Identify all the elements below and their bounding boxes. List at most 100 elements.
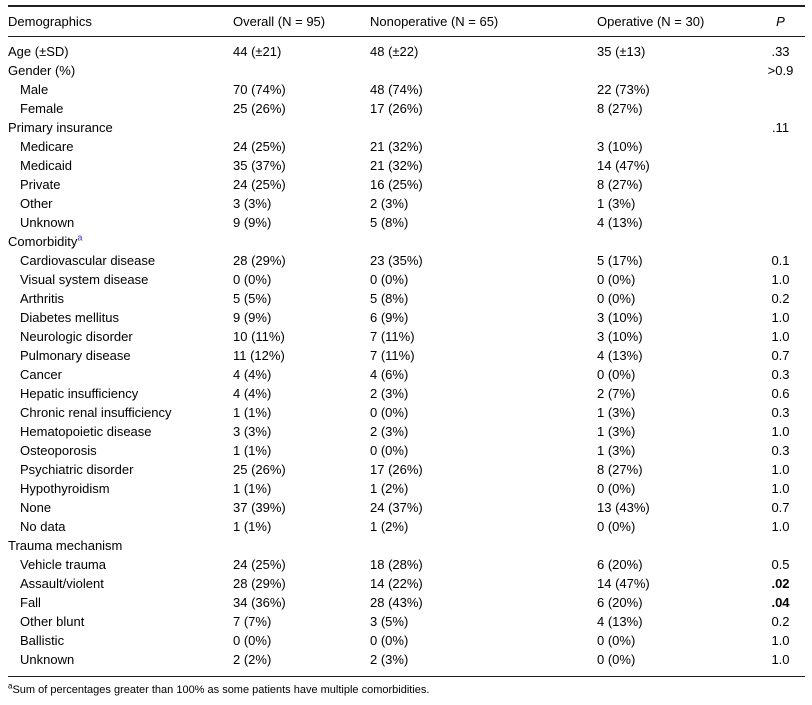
row-label: Medicaid — [20, 157, 73, 173]
operative-value: 3 (10%) — [597, 328, 643, 344]
p-value: 1.0 — [771, 632, 790, 648]
overall-value: 5 (5%) — [233, 290, 272, 306]
operative-value: 0 (0%) — [597, 290, 636, 306]
nonoperative-value: 2 (3%) — [370, 385, 409, 401]
table-row: Hematopoietic disease 3 (3%) 2 (3%) 1 (3%) 1… — [8, 422, 805, 441]
nonoperative-value: 3 (5%) — [370, 613, 409, 629]
p-value: .02 — [771, 575, 790, 591]
operative-value — [597, 61, 756, 80]
nonoperative-value: 0 (0%) — [370, 442, 409, 458]
operative-value — [597, 232, 756, 251]
nonoperative-value: 21 (32%) — [370, 138, 423, 154]
p-value — [756, 80, 805, 99]
operative-value: 2 (7%) — [597, 385, 636, 401]
nonoperative-value — [370, 232, 597, 251]
nonoperative-value: 7 (11%) — [370, 328, 415, 344]
operative-value: 0 (0%) — [597, 271, 636, 287]
overall-value: 2 (2%) — [233, 651, 272, 667]
overall-value: 10 (11%) — [233, 328, 285, 344]
overall-value: 28 (29%) — [233, 575, 286, 591]
operative-value: 0 (0%) — [597, 366, 636, 382]
overall-value: 4 (4%) — [233, 385, 272, 401]
table-row: Age (±SD) 44 (±21) 48 (±22) 35 (±13) .33 — [8, 36, 805, 61]
row-label: Unknown — [20, 214, 75, 230]
nonoperative-value: 0 (0%) — [370, 271, 409, 287]
p-value: >0.9 — [767, 62, 794, 78]
operative-value: 14 (47%) — [597, 157, 650, 173]
nonoperative-value: 1 (2%) — [370, 518, 409, 534]
p-value — [756, 213, 805, 232]
row-label: Medicare — [20, 138, 74, 154]
p-value: 1.0 — [771, 651, 790, 667]
overall-value: 0 (0%) — [233, 271, 272, 287]
overall-value: 9 (9%) — [233, 309, 272, 325]
row-label: Private — [20, 176, 61, 192]
table-row: None 37 (39%) 24 (37%) 13 (43%) 0.7 — [8, 498, 805, 517]
nonoperative-value: 4 (6%) — [370, 366, 409, 382]
footnote-text: Sum of percentages greater than 100% as … — [12, 683, 430, 696]
operative-value: 0 (0%) — [597, 518, 636, 534]
p-value — [756, 536, 805, 555]
header-row: Demographics Overall (N = 95) Nonoperative… — [8, 6, 805, 37]
p-value: 0.2 — [771, 290, 790, 306]
table-row: Neurologic disorder 10 (11%) 7 (11%) 3 (10%… — [8, 327, 805, 346]
nonoperative-value: 16 (25%) — [370, 176, 423, 192]
p-value: 0.7 — [771, 499, 790, 515]
nonoperative-value: 17 (26%) — [370, 461, 423, 477]
operative-value: 1 (3%) — [597, 195, 636, 211]
nonoperative-value: 48 (74%) — [370, 81, 423, 97]
operative-value: 0 (0%) — [597, 480, 636, 496]
nonoperative-value: 2 (3%) — [370, 195, 409, 211]
demographics-table: Demographics Overall (N = 95) Nonoperative… — [8, 5, 805, 677]
overall-value: 7 (7%) — [233, 613, 272, 629]
nonoperative-value: 7 (11%) — [370, 347, 415, 363]
nonoperative-value: 1 (2%) — [370, 480, 409, 496]
operative-value: 4 (13%) — [597, 214, 643, 230]
operative-value: 3 (10%) — [597, 138, 643, 154]
p-value: 1.0 — [771, 480, 790, 496]
overall-value: 1 (1%) — [233, 518, 272, 534]
p-value: 0.7 — [771, 347, 790, 363]
operative-value: 6 (20%) — [597, 556, 643, 572]
overall-value: 1 (1%) — [233, 480, 272, 496]
row-label: Other blunt — [20, 613, 85, 629]
row-label: Gender (%) — [8, 62, 76, 78]
p-value — [756, 194, 805, 213]
nonoperative-value: 28 (43%) — [370, 594, 423, 610]
overall-value — [233, 61, 370, 80]
table-row: Chronic renal insufficiency 1 (1%) 0 (0%) 1… — [8, 403, 805, 422]
row-label: Comorbiditya — [8, 232, 83, 249]
table-row: Trauma mechanism — [8, 536, 805, 555]
operative-value: 8 (27%) — [597, 100, 643, 116]
p-value: 0.3 — [771, 404, 790, 420]
p-value: 1.0 — [771, 328, 790, 344]
table-row: Cardiovascular disease 28 (29%) 23 (35%) 5 … — [8, 251, 805, 270]
p-value: 0.6 — [771, 385, 790, 401]
table-row: Medicaid 35 (37%) 21 (32%) 14 (47%) — [8, 156, 805, 175]
row-label: Trauma mechanism — [8, 537, 123, 553]
row-label: Male — [20, 81, 49, 97]
p-value — [756, 156, 805, 175]
overall-value: 24 (25%) — [233, 176, 286, 192]
table-row: Visual system disease 0 (0%) 0 (0%) 0 (0%) 1… — [8, 270, 805, 289]
nonoperative-value: 5 (8%) — [370, 214, 409, 230]
operative-value: 4 (13%) — [597, 347, 643, 363]
operative-value: 22 (73%) — [597, 81, 650, 97]
row-label: Visual system disease — [20, 271, 149, 287]
operative-value: 1 (3%) — [597, 442, 636, 458]
operative-value: 8 (27%) — [597, 461, 643, 477]
nonoperative-value: 6 (9%) — [370, 309, 409, 325]
p-value — [756, 232, 805, 251]
operative-value: 35 (±13) — [597, 43, 646, 59]
overall-value: 44 (±21) — [233, 43, 282, 59]
table-row: Male 70 (74%) 48 (74%) 22 (73%) — [8, 80, 805, 99]
overall-value: 3 (3%) — [233, 423, 272, 439]
p-value: .04 — [771, 594, 790, 610]
row-label: Neurologic disorder — [20, 328, 133, 344]
overall-value: 3 (3%) — [233, 195, 272, 211]
row-label: Age (±SD) — [8, 43, 69, 59]
nonoperative-value: 5 (8%) — [370, 290, 409, 306]
nonoperative-value: 2 (3%) — [370, 651, 409, 667]
column-header-operative: Operative (N = 30) — [597, 6, 756, 37]
row-label: Pulmonary disease — [20, 347, 131, 363]
